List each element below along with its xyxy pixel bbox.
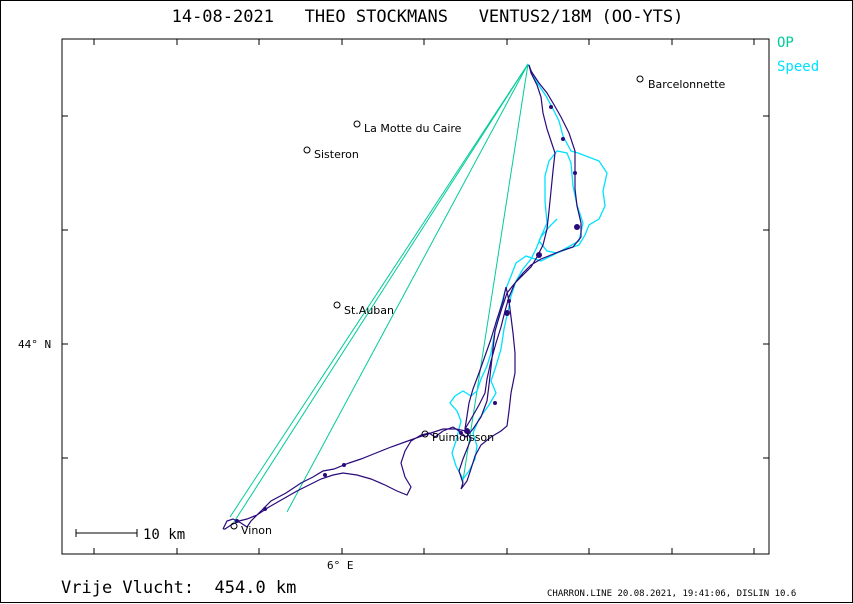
track-markers (235, 105, 580, 523)
legend-speed: Speed (777, 59, 820, 75)
glider-id: VENTUS2/18M (OO-YTS) (478, 7, 684, 27)
place-label-sisteron: Sisteron (314, 148, 359, 161)
page-title: 14-08-2021 THEO STOCKMANS VENTUS2/18M (O… (1, 7, 853, 27)
credit-line: CHARRON.LINE 20.08.2021, 19:41:06, DISLI… (547, 589, 797, 599)
axis-ticks (62, 39, 769, 554)
lon-label: 6° E (327, 559, 354, 572)
legend-op: OP (777, 35, 794, 51)
place-label-barcelonnette: Barcelonnette (648, 78, 726, 91)
scale-label: 10 km (143, 527, 185, 543)
place-label-la-motte-du-caire: La Motte du Caire (364, 122, 462, 135)
place-label-puimoisson: Puimoisson (432, 431, 494, 444)
place-label-st-auban: St.Auban (344, 304, 394, 317)
scale-bar (75, 529, 138, 537)
flight-date: 14-08-2021 (171, 7, 274, 27)
speed-track (449, 63, 608, 481)
place-marker-la-motte-du-caire (353, 120, 361, 128)
place-marker-barcelonnette (636, 75, 644, 83)
flight-track (222, 64, 582, 530)
place-marker-puimoisson (421, 430, 429, 438)
place-marker-vinon (230, 522, 238, 530)
place-marker-st-auban (333, 301, 341, 309)
free-flight-distance: Vrije Vlucht: 454.0 km (61, 578, 297, 598)
map-frame (61, 38, 770, 555)
lat-label: 44° N (18, 338, 51, 351)
place-label-vinon: Vinon (241, 524, 272, 537)
place-markers (230, 75, 644, 530)
pilot-name: THEO STOCKMANS (304, 7, 448, 27)
place-marker-sisteron (303, 146, 311, 154)
